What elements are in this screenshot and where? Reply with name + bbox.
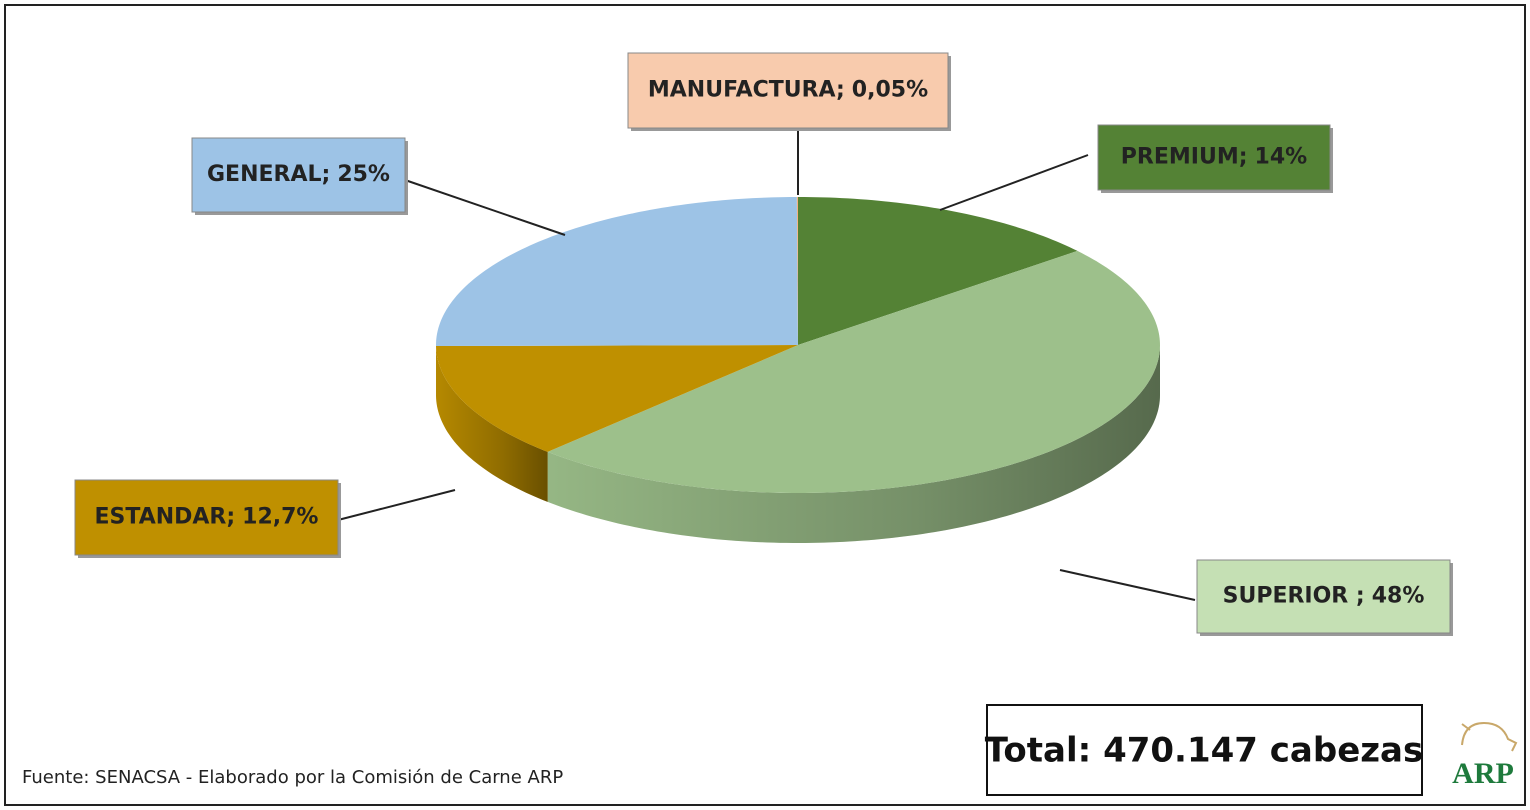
label-box bbox=[1097, 124, 1331, 191]
logo-icon bbox=[1461, 721, 1518, 752]
leader-line bbox=[404, 179, 566, 236]
total-box bbox=[986, 704, 1423, 796]
label-value: 25% bbox=[337, 162, 390, 187]
total-text: Total: 470.147 cabezas bbox=[985, 731, 1423, 771]
slice bbox=[796, 197, 798, 345]
slice bbox=[436, 345, 798, 452]
slice-side-shade bbox=[547, 345, 1160, 543]
data-label: ESTANDAR; 12,7% bbox=[95, 505, 319, 530]
data-label: PREMIUM; 14% bbox=[1121, 145, 1307, 170]
label-category: GENERAL; bbox=[207, 162, 330, 187]
label-value: 12,7% bbox=[242, 505, 318, 530]
source-note: Fuente: SENACSA - Elaborado por la Comis… bbox=[22, 767, 563, 788]
slice bbox=[798, 197, 1078, 345]
leader-line bbox=[337, 489, 456, 521]
pie bbox=[436, 197, 1160, 543]
label-box bbox=[191, 137, 406, 213]
label-box bbox=[74, 479, 339, 556]
label-box bbox=[627, 52, 949, 129]
label-value: 14% bbox=[1255, 145, 1308, 170]
logo-text: ARP bbox=[1452, 757, 1514, 790]
label-value: 48% bbox=[1372, 584, 1425, 609]
label-box bbox=[1196, 559, 1451, 634]
data-label: MANUFACTURA; 0,05% bbox=[648, 78, 928, 103]
label-category: MANUFACTURA; bbox=[648, 78, 845, 103]
slice-side-shade bbox=[436, 346, 548, 502]
label-category: SUPERIOR ; bbox=[1223, 584, 1365, 609]
data-label: GENERAL; 25% bbox=[207, 162, 390, 187]
label-value: 0,05% bbox=[852, 78, 928, 103]
label-category: PREMIUM; bbox=[1121, 145, 1248, 170]
leader-line bbox=[1059, 569, 1196, 601]
labels: PREMIUM; 14% SUPERIOR ; 48% ESTANDAR; 12,7% GE… bbox=[74, 52, 1453, 636]
slice bbox=[547, 250, 1160, 493]
slice bbox=[436, 197, 798, 347]
data-label: SUPERIOR ; 48% bbox=[1223, 584, 1425, 609]
leader-line bbox=[939, 154, 1089, 211]
label-category: ESTANDAR; bbox=[95, 505, 236, 530]
